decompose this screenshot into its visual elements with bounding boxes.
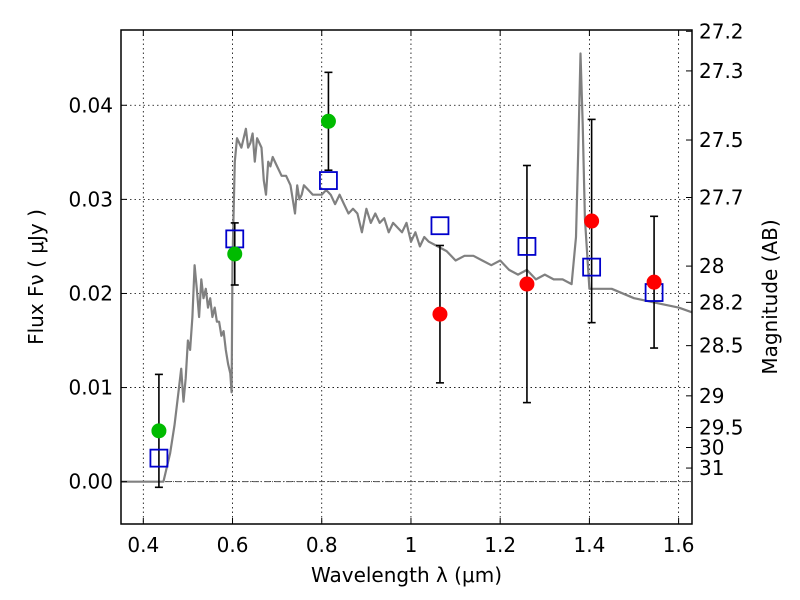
mag-tick-label: 29 [699, 384, 724, 408]
x-tick-label: 0.6 [217, 533, 249, 557]
nondetection-point [646, 274, 662, 290]
detection-point [151, 423, 167, 439]
detection-point [227, 246, 243, 262]
y-axis-label: Flux Fν ( μJy ) [24, 209, 48, 345]
x-tick-label: 0.4 [127, 533, 159, 557]
model-photometry-box [319, 171, 338, 190]
mag-tick-label: 28.5 [699, 334, 744, 358]
mag-tick-label: 28.2 [699, 290, 744, 314]
mag-tick-label: 28 [699, 254, 724, 278]
y-tick-label: 0.00 [68, 470, 113, 494]
x-tick-label: 1.2 [484, 533, 516, 557]
y-tick-label: 0.04 [68, 93, 113, 117]
model-photometry-boxes [149, 171, 664, 468]
axis-ticks: 0.4 0.6 0.8 1 1.2 1.4 1.6 0.00 0.01 0.02 0.03 0.04 2… [68, 19, 743, 557]
mag-tick-label: 31 [699, 456, 724, 480]
mag-tick-label: 27.2 [699, 19, 744, 43]
nondetection-point [584, 213, 600, 229]
nondetection-point [519, 276, 535, 292]
mag-tick-label: 30 [699, 435, 724, 459]
model-photometry-box [430, 216, 450, 236]
x-tick-label: 1.6 [663, 533, 695, 557]
mag-tick-label: 27.5 [699, 128, 744, 152]
mag-tick-label: 27.7 [699, 185, 744, 209]
model-photometry-box [582, 257, 602, 277]
x-tick-label: 1 [405, 533, 418, 557]
mag-tick-label: 27.3 [699, 59, 744, 83]
y-tick-label: 0.03 [68, 187, 113, 211]
plot-frame [120, 29, 693, 525]
model-spectrum [121, 52, 693, 483]
mag-tick-label: 29.5 [699, 416, 744, 440]
x-axis-label: Wavelength λ (μm) [311, 563, 502, 587]
right-axis-label: Magnitude (AB) [758, 219, 782, 374]
x-tick-label: 1.4 [573, 533, 605, 557]
model-spectrum-line [121, 52, 693, 483]
model-photometry-box [517, 237, 537, 256]
observed-points [151, 113, 662, 439]
detection-point [320, 113, 336, 129]
nondetection-point [432, 306, 448, 322]
x-tick-label: 0.8 [306, 533, 338, 557]
y-tick-label: 0.02 [68, 281, 113, 305]
model-photometry-box [149, 448, 169, 468]
grid-lines [121, 30, 692, 524]
y-tick-label: 0.01 [68, 376, 113, 400]
